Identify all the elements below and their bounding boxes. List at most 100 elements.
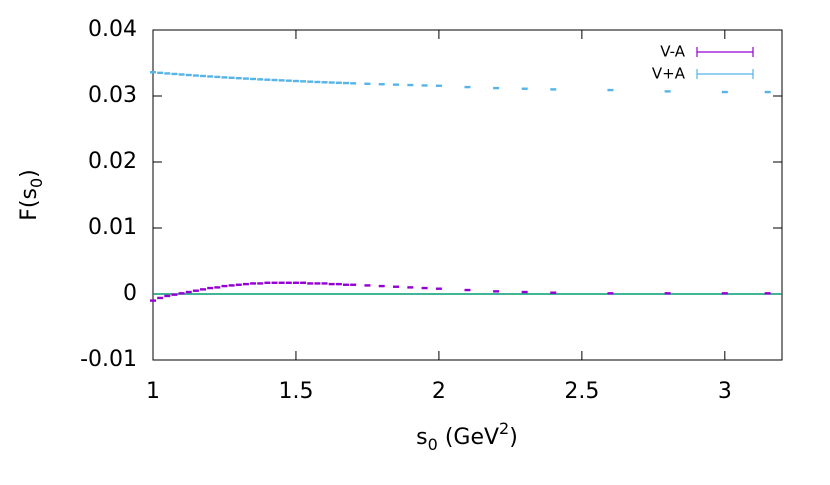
data-point	[328, 81, 335, 84]
data-point	[607, 292, 614, 295]
y-tick-label: -0.01	[80, 347, 137, 372]
data-point	[314, 80, 321, 84]
y-tick-label: 0.02	[88, 149, 137, 174]
data-point	[264, 281, 271, 284]
data-point	[421, 286, 428, 290]
data-point	[364, 284, 371, 287]
data-point	[393, 83, 400, 86]
data-point	[207, 75, 214, 78]
data-point	[764, 292, 771, 295]
data-point	[178, 73, 185, 76]
data-point	[235, 76, 242, 80]
x-label-part: )	[509, 425, 518, 450]
data-point	[300, 281, 307, 284]
data-point	[550, 88, 557, 91]
data-point	[321, 282, 328, 285]
y-tick-label: 0.03	[88, 83, 137, 108]
data-point	[435, 287, 442, 290]
data-point	[221, 76, 228, 79]
data-point	[250, 282, 257, 285]
y-label-part: F(s	[17, 188, 42, 221]
data-point	[292, 79, 299, 83]
data-point	[228, 76, 235, 79]
data-point	[264, 78, 271, 81]
data-point	[235, 283, 242, 286]
data-point	[364, 82, 371, 85]
data-point	[721, 90, 728, 94]
y-label-part: )	[17, 169, 42, 178]
data-point	[228, 284, 235, 287]
data-point	[464, 288, 471, 292]
data-point	[493, 86, 500, 90]
data-point	[664, 292, 671, 295]
data-point	[271, 78, 278, 82]
legend-label: V+A	[652, 65, 686, 83]
data-point	[764, 90, 771, 94]
legend-label: V-A	[660, 43, 685, 61]
data-point	[214, 286, 221, 289]
data-point	[157, 296, 164, 300]
y-tick-label: 0.01	[88, 215, 137, 240]
data-point	[664, 90, 671, 93]
x-tick-label: 2.5	[564, 379, 599, 404]
data-point	[250, 77, 257, 81]
data-point	[292, 281, 299, 284]
data-point	[607, 88, 614, 92]
data-point	[285, 79, 292, 82]
data-point	[378, 83, 385, 86]
x-tick-label: 1.5	[278, 379, 313, 404]
data-point	[171, 293, 178, 296]
data-point	[378, 284, 385, 288]
y-tick-label: 0	[123, 281, 137, 306]
data-point	[157, 71, 164, 75]
x-label-sub: 0	[428, 435, 438, 454]
data-point	[307, 282, 314, 285]
data-point	[421, 84, 428, 87]
data-point	[200, 74, 207, 78]
data-point	[221, 284, 228, 288]
y-tick-label: 0.04	[88, 17, 137, 42]
y-axis-label: F(s0)	[17, 169, 46, 220]
data-point	[242, 77, 249, 80]
data-point	[321, 81, 328, 84]
data-point	[185, 290, 192, 294]
data-point	[150, 299, 156, 302]
data-point	[271, 281, 278, 284]
data-point	[314, 282, 321, 285]
data-point	[521, 290, 528, 294]
data-point	[242, 282, 249, 286]
data-point	[721, 292, 728, 295]
x-label-sup: 2	[499, 419, 509, 438]
data-point	[192, 74, 199, 77]
data-point	[464, 85, 471, 89]
data-point	[350, 283, 357, 286]
data-point	[185, 73, 192, 77]
data-point	[393, 285, 400, 288]
x-tick-label: 2	[432, 379, 446, 404]
data-point	[178, 292, 185, 295]
data-point	[164, 294, 171, 298]
data-point	[335, 282, 342, 286]
data-point	[550, 291, 557, 294]
data-point	[192, 289, 199, 292]
data-point	[335, 81, 342, 84]
data-point	[328, 282, 335, 286]
data-point	[214, 75, 221, 79]
data-point	[164, 72, 171, 75]
data-point	[435, 84, 442, 87]
x-tick-label: 1	[146, 379, 160, 404]
data-point	[407, 83, 414, 87]
data-point	[278, 79, 285, 82]
data-point	[493, 290, 500, 293]
data-point	[350, 82, 357, 85]
data-point	[257, 282, 264, 285]
y-label-sub: 0	[27, 178, 46, 188]
data-point	[407, 286, 414, 289]
data-point	[150, 71, 156, 74]
x-axis-label: s0 (GeV2)	[416, 419, 518, 454]
data-point	[307, 80, 314, 83]
data-point	[171, 72, 178, 76]
data-point	[300, 80, 307, 83]
x-label-part: s	[416, 425, 427, 450]
